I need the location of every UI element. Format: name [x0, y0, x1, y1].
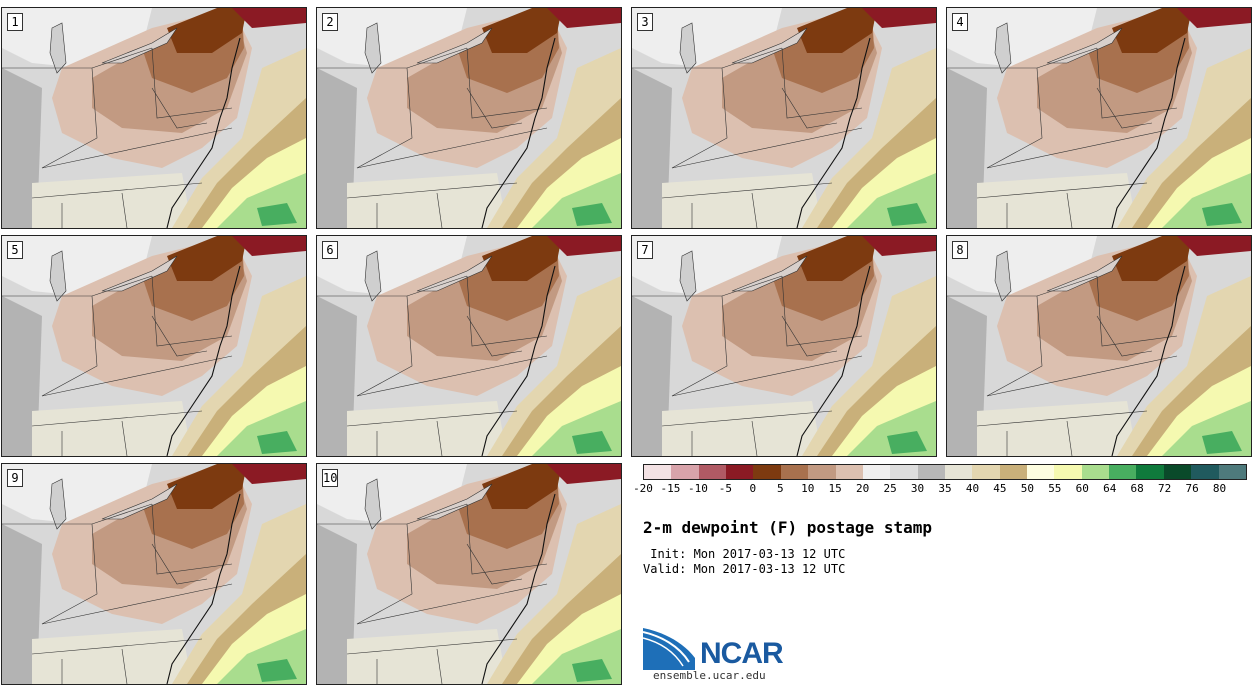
ensemble-member-map-10: 10	[316, 463, 622, 685]
colorbar-swatch	[780, 465, 809, 479]
member-number-label: 4	[952, 13, 968, 31]
dewpoint-map	[947, 236, 1251, 456]
colorbar-swatch	[644, 465, 672, 479]
member-number-label: 10	[322, 469, 338, 487]
colorbar-swatch	[1163, 465, 1192, 479]
colorbar-tick-label: 50	[1020, 482, 1034, 495]
ensemble-member-map-2: 2	[316, 7, 622, 229]
colorbar-tick-label: 76	[1185, 482, 1199, 495]
colorbar-swatch	[753, 465, 781, 479]
colorbar-tick-label: 40	[965, 482, 980, 495]
dewpoint-map	[2, 8, 306, 228]
colorbar-swatch	[1218, 465, 1246, 479]
colorbar-swatch	[944, 465, 973, 479]
colorbar-tick-label: -15	[660, 482, 681, 495]
colorbar-tick-label: 15	[828, 482, 842, 495]
member-number-label: 9	[7, 469, 23, 487]
colorbar-swatch	[862, 465, 891, 479]
ncar-logo-text: NCAR	[700, 637, 784, 670]
ensemble-member-map-6: 6	[316, 235, 622, 457]
colorbar-swatch	[1054, 465, 1082, 479]
dewpoint-map	[2, 236, 306, 456]
source-url: ensemble.ucar.edu	[653, 669, 766, 682]
colorbar-tick-label: -20	[633, 482, 653, 495]
colorbar-tick-label: 80	[1212, 482, 1227, 495]
member-number-label: 6	[322, 241, 338, 259]
colorbar-swatch	[835, 465, 863, 479]
colorbar-swatch	[698, 465, 727, 479]
ensemble-member-map-8: 8	[946, 235, 1252, 457]
colorbar-tick-label: 30	[910, 482, 925, 495]
colorbar-swatch	[1027, 465, 1055, 479]
colorbar-tick-label: 0	[749, 482, 757, 495]
colorbar-swatch	[671, 465, 699, 479]
colorbar-tick-label: 60	[1075, 482, 1089, 495]
ensemble-member-map-7: 7	[631, 235, 937, 457]
colorbar-swatch	[1109, 465, 1137, 479]
ensemble-member-map-9: 9	[1, 463, 307, 685]
colorbar-swatch	[917, 465, 945, 479]
colorbar-swatch	[890, 465, 918, 479]
colorbar-tick-label: 20	[856, 482, 870, 495]
ensemble-member-map-3: 3	[631, 7, 937, 229]
ncar-logo-icon	[643, 628, 695, 670]
dewpoint-colorbar	[643, 464, 1247, 480]
colorbar-tick-label: 35	[938, 482, 952, 495]
colorbar-swatch	[1191, 465, 1219, 479]
dewpoint-map	[317, 236, 621, 456]
colorbar-tick-label: 5	[776, 482, 784, 495]
dewpoint-map	[317, 464, 621, 684]
member-number-label: 5	[7, 241, 23, 259]
member-number-label: 8	[952, 241, 968, 259]
dewpoint-map	[947, 8, 1251, 228]
dewpoint-map	[317, 8, 621, 228]
colorbar-tick-label: 55	[1048, 482, 1062, 495]
colorbar-swatch	[726, 465, 754, 479]
dewpoint-map	[632, 236, 936, 456]
ensemble-member-map-1: 1	[1, 7, 307, 229]
colorbar-swatch	[1081, 465, 1110, 479]
colorbar-tick-label: 45	[993, 482, 1007, 495]
colorbar-tick-label: 64	[1103, 482, 1117, 495]
plot-title: 2-m dewpoint (F) postage stamp	[643, 518, 932, 537]
colorbar-tick-label: 72	[1158, 482, 1172, 495]
colorbar-tick-label: -5	[718, 482, 732, 495]
colorbar-tick-labels: -20 -15 -10 -5 0 5 10 15 20 25 30 35 40 45 50 55 60 64 68 7…	[633, 482, 1247, 496]
colorbar-swatch	[972, 465, 1000, 479]
ensemble-member-map-5: 5	[1, 235, 307, 457]
ensemble-member-map-4: 4	[946, 7, 1252, 229]
member-number-label: 3	[637, 13, 653, 31]
member-number-label: 7	[637, 241, 653, 259]
colorbar-tick-label: 10	[801, 482, 815, 495]
colorbar-swatch	[999, 465, 1028, 479]
colorbar-tick-label: 68	[1130, 482, 1144, 495]
dewpoint-map	[2, 464, 306, 684]
colorbar-tick-label: -10	[687, 482, 708, 495]
dewpoint-map	[632, 8, 936, 228]
colorbar-swatch	[1136, 465, 1164, 479]
valid-time: Valid: Mon 2017-03-13 12 UTC	[643, 562, 846, 576]
member-number-label: 1	[7, 13, 23, 31]
member-number-label: 2	[322, 13, 338, 31]
init-time: Init: Mon 2017-03-13 12 UTC	[643, 547, 846, 561]
colorbar-tick-label: 25	[883, 482, 897, 495]
colorbar-swatch	[808, 465, 836, 479]
